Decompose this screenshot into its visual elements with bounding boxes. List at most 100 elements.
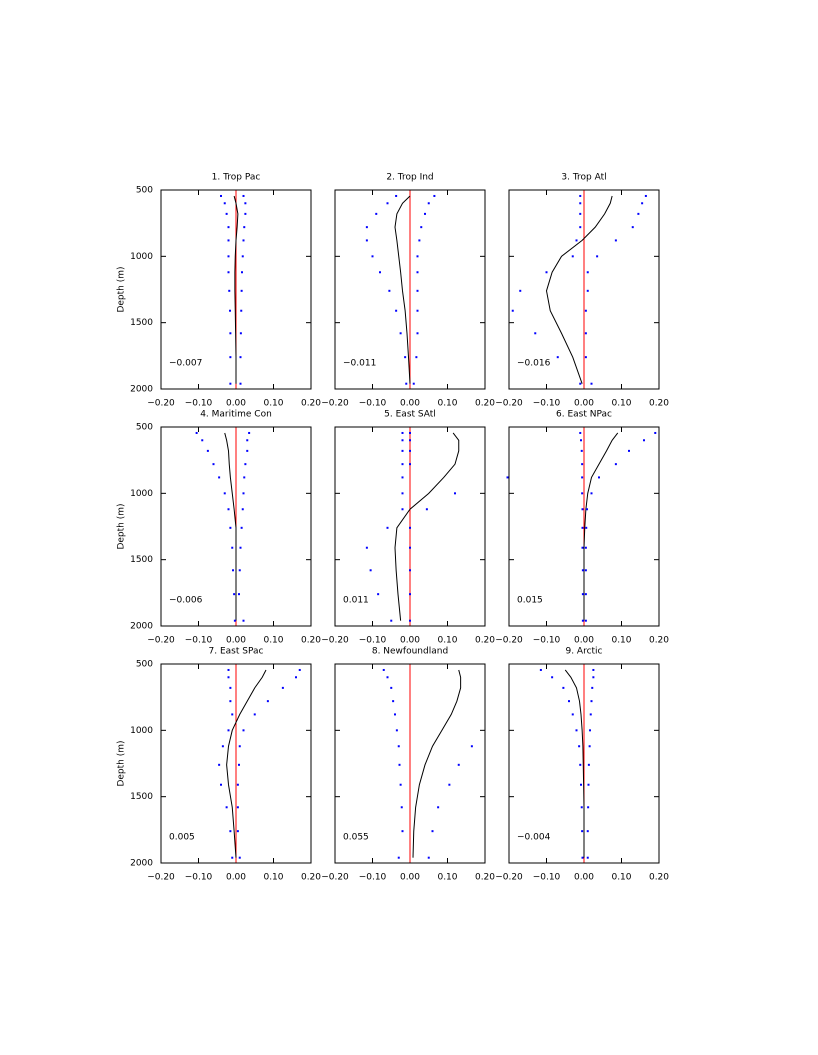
- profile-dot: [223, 492, 226, 495]
- profile-dot: [240, 526, 243, 529]
- profile-dot: [588, 745, 591, 748]
- profile-dot: [584, 309, 587, 312]
- profile-dot: [365, 239, 368, 242]
- y-axis-label: Depth (m): [117, 740, 127, 786]
- panel-frame: [334, 189, 486, 390]
- profile-dot: [581, 526, 584, 529]
- profile-dot: [238, 593, 240, 596]
- profile-dot: [590, 700, 593, 703]
- profile-dot: [581, 476, 584, 479]
- profile-dot: [581, 492, 584, 495]
- profile-dot: [614, 463, 617, 466]
- profile-dot: [418, 239, 421, 242]
- x-tick-label: 0.10: [263, 636, 283, 646]
- panel-annotation: 0.011: [343, 596, 369, 606]
- x-tick-label: 0.20: [475, 636, 495, 646]
- profile-dot: [248, 431, 251, 434]
- profile-dot: [244, 202, 247, 205]
- profile-dot: [511, 309, 514, 312]
- profile-dot: [244, 212, 247, 215]
- profile-dot: [427, 856, 430, 859]
- profile-dot: [394, 713, 396, 716]
- panel-annotation: −0.016: [517, 359, 551, 369]
- profile-dot: [399, 783, 402, 786]
- profile-dot: [266, 700, 269, 703]
- profile-dot: [390, 619, 393, 622]
- profile-dot: [579, 431, 582, 434]
- profile-dot: [427, 202, 430, 205]
- profile-dot: [596, 255, 599, 258]
- x-tick-label: 0.00: [400, 399, 420, 409]
- profile-dot: [416, 289, 419, 292]
- panel-annotation: −0.006: [169, 596, 203, 606]
- profile-dot: [227, 271, 230, 274]
- profile-dot: [580, 439, 582, 442]
- profile-dot: [448, 783, 451, 786]
- panel-title: 3. Trop Atl: [561, 173, 606, 183]
- x-tick-label: 0.00: [400, 873, 420, 883]
- profile-dot: [589, 713, 592, 716]
- profile-dot: [242, 729, 245, 732]
- profile-dot: [401, 449, 404, 452]
- y-tick-label: 2000: [130, 385, 153, 395]
- profile-dot: [231, 713, 234, 716]
- x-tick-label: 0.10: [437, 399, 457, 409]
- profile-dot: [375, 212, 378, 215]
- profile-dot: [534, 332, 537, 335]
- profile-dot: [401, 830, 404, 833]
- profile-dot: [578, 745, 581, 748]
- profile-line: [412, 669, 462, 858]
- profile-dot: [425, 508, 428, 511]
- panel-frame: [160, 426, 312, 627]
- profile-dot: [592, 668, 595, 671]
- x-tick-label: −0.20: [495, 636, 523, 646]
- x-tick-label: 0.10: [437, 636, 457, 646]
- panel-title: 7. East SPac: [209, 647, 264, 657]
- panel-annotation: 0.015: [517, 596, 543, 606]
- profile-dot: [433, 194, 436, 197]
- profile-dot: [401, 463, 404, 466]
- profile-dot: [643, 439, 645, 442]
- profile-dot: [539, 668, 542, 671]
- profile-dot: [365, 546, 368, 549]
- panel-frame: [508, 189, 660, 390]
- profile-dot: [575, 729, 578, 732]
- panel-title: 4. Maritime Con: [200, 410, 272, 420]
- profile-dot: [598, 476, 600, 479]
- x-tick-label: 0.10: [611, 399, 631, 409]
- profile-line: [583, 432, 619, 621]
- profile-dot: [401, 508, 404, 511]
- x-tick-label: 0.20: [649, 399, 669, 409]
- profile-dot: [246, 449, 249, 452]
- y-tick-label: 1000: [130, 252, 153, 262]
- profile-dot: [580, 783, 582, 786]
- profile-dot: [581, 508, 584, 511]
- profile-dot: [229, 309, 231, 312]
- x-tick-label: 0.20: [475, 399, 495, 409]
- profile-dot: [229, 526, 232, 529]
- profile-dot: [584, 546, 587, 549]
- profile-line: [233, 195, 239, 384]
- profile-dot: [581, 619, 584, 622]
- profile-dot: [242, 239, 245, 242]
- profile-line: [224, 432, 237, 621]
- profile-dot: [382, 668, 385, 671]
- profile-dot: [562, 686, 565, 689]
- x-tick-label: 0.10: [263, 873, 283, 883]
- profile-line: [394, 432, 460, 621]
- x-tick-label: 0.20: [301, 873, 321, 883]
- x-tick-label: −0.10: [359, 399, 387, 409]
- profile-dot: [238, 569, 241, 572]
- profile-dot: [416, 255, 419, 258]
- profile-dot: [229, 700, 232, 703]
- x-tick-label: 0.20: [649, 636, 669, 646]
- x-tick-label: 0.00: [574, 636, 594, 646]
- profile-dot: [454, 492, 456, 495]
- profile-dot: [281, 686, 284, 689]
- profile-dot: [586, 508, 588, 511]
- profile-dot: [579, 194, 582, 197]
- profile-dot: [218, 476, 221, 479]
- x-tick-label: −0.20: [495, 873, 523, 883]
- x-tick-label: 0.00: [574, 873, 594, 883]
